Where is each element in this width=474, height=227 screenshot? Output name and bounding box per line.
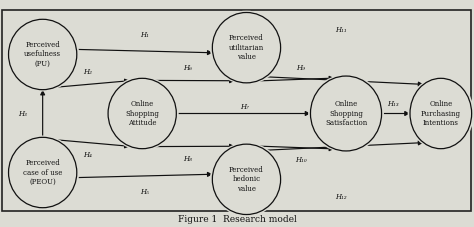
Text: H₁₁: H₁₁: [336, 25, 347, 34]
Text: H₂: H₂: [83, 67, 92, 76]
Text: H₁₀: H₁₀: [295, 156, 307, 164]
Text: H₈: H₈: [183, 155, 191, 163]
Ellipse shape: [9, 19, 77, 90]
Ellipse shape: [410, 78, 472, 149]
Ellipse shape: [6, 136, 79, 210]
Text: H₇: H₇: [240, 103, 248, 111]
Ellipse shape: [308, 74, 384, 153]
Text: H₅: H₅: [140, 188, 149, 196]
Text: H₁: H₁: [140, 31, 149, 39]
Ellipse shape: [408, 76, 474, 151]
Ellipse shape: [210, 11, 283, 85]
Text: H₉: H₉: [297, 64, 305, 72]
Ellipse shape: [212, 12, 281, 83]
Ellipse shape: [9, 137, 77, 208]
Ellipse shape: [108, 78, 176, 149]
Ellipse shape: [310, 76, 382, 151]
Text: H₆: H₆: [183, 64, 191, 72]
FancyBboxPatch shape: [2, 10, 471, 211]
Text: H₁₂: H₁₂: [336, 193, 347, 202]
Ellipse shape: [106, 76, 179, 151]
Text: Perceived
case of use
(PEOU): Perceived case of use (PEOU): [23, 159, 63, 186]
Ellipse shape: [210, 142, 283, 216]
Text: H₃: H₃: [18, 109, 27, 118]
Ellipse shape: [212, 144, 281, 215]
Text: Perceived
hedonic
value: Perceived hedonic value: [229, 165, 264, 193]
Text: Online
Shopping
Satisfaction: Online Shopping Satisfaction: [325, 100, 367, 127]
Text: H₁₃: H₁₃: [388, 100, 399, 109]
Text: Figure 1  Research model: Figure 1 Research model: [178, 215, 296, 224]
Text: Online
Shopping
Attitude: Online Shopping Attitude: [125, 100, 159, 127]
Text: H₄: H₄: [83, 151, 92, 160]
Text: Perceived
usefulness
(PU): Perceived usefulness (PU): [24, 41, 61, 68]
Text: Perceived
utilitarian
value: Perceived utilitarian value: [229, 34, 264, 62]
Text: Online
Purchasing
Intentions: Online Purchasing Intentions: [421, 100, 461, 127]
Ellipse shape: [6, 17, 79, 91]
